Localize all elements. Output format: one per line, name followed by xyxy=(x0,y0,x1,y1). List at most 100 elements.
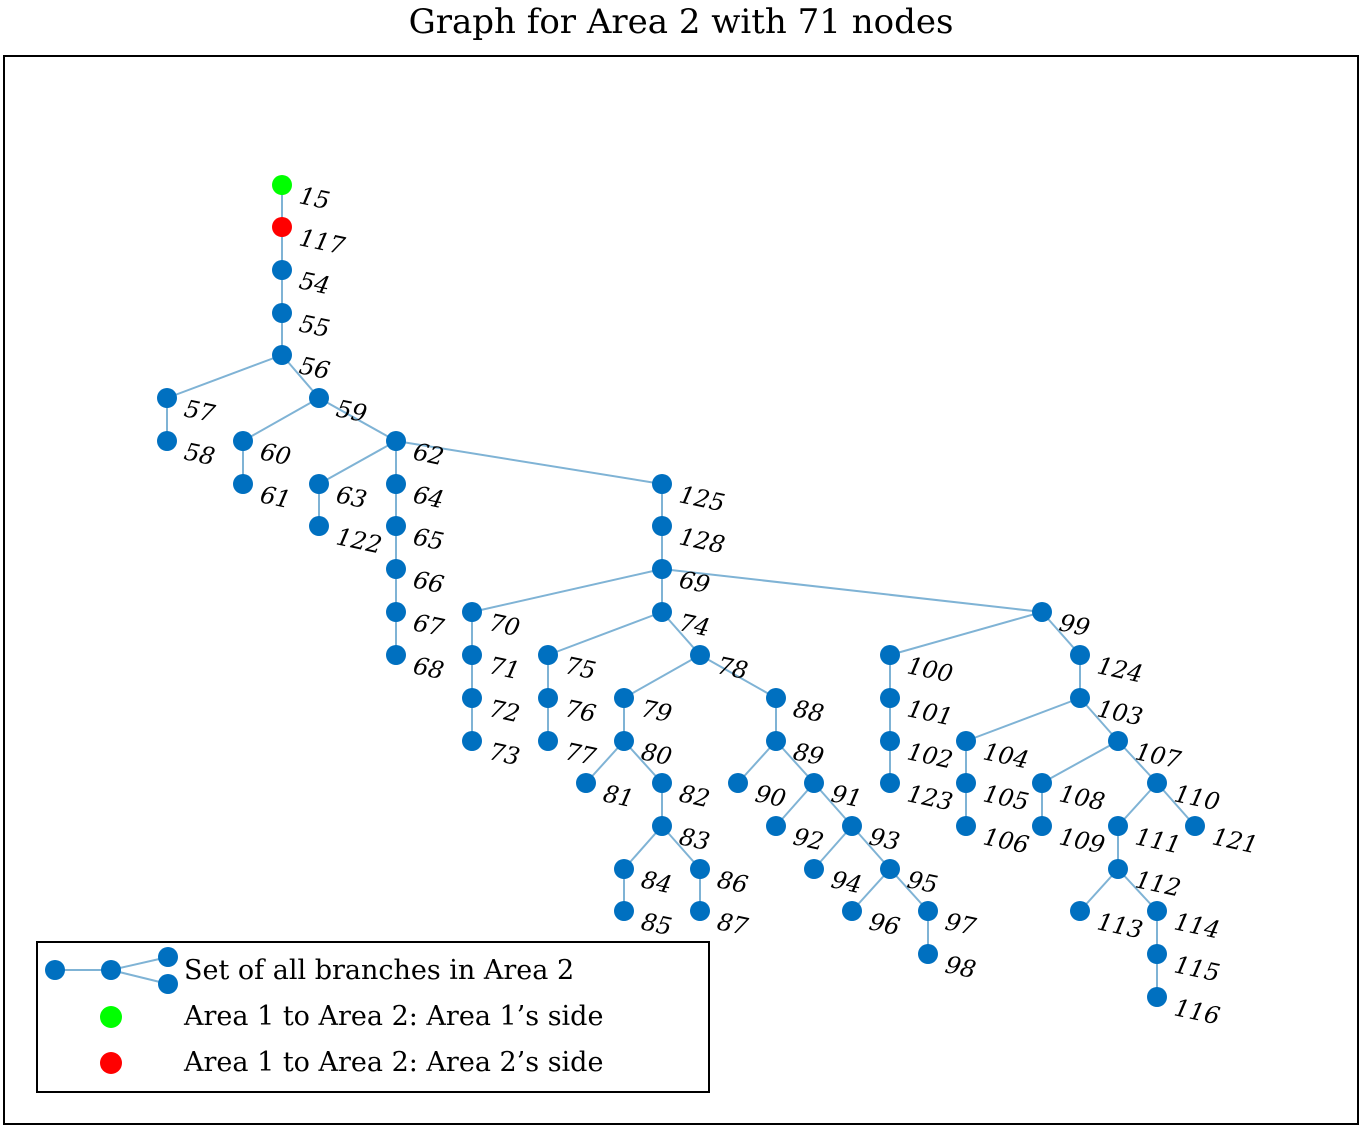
node-115 xyxy=(1147,944,1167,964)
node-label-57: 57 xyxy=(182,394,218,428)
node-label-97: 97 xyxy=(943,907,979,941)
node-label-92: 92 xyxy=(791,822,827,856)
node-label-82: 82 xyxy=(677,779,713,813)
node-65 xyxy=(386,516,406,536)
node-label-61: 61 xyxy=(258,480,294,514)
node-label-66: 66 xyxy=(411,565,447,599)
node-label-15: 15 xyxy=(297,181,333,215)
node-79 xyxy=(614,688,634,708)
node-74 xyxy=(652,602,672,622)
node-77 xyxy=(538,731,558,751)
node-63 xyxy=(309,474,329,494)
node-116 xyxy=(1147,987,1167,1007)
node-label-95: 95 xyxy=(905,865,941,899)
node-label-107: 107 xyxy=(1133,737,1184,774)
node-label-68: 68 xyxy=(411,651,447,685)
node-label-56: 56 xyxy=(297,351,333,385)
node-71 xyxy=(462,645,482,665)
node-label-86: 86 xyxy=(715,865,751,899)
node-label-125: 125 xyxy=(677,480,728,517)
node-label-72: 72 xyxy=(487,694,523,728)
node-label-75: 75 xyxy=(563,651,599,685)
node-label-111: 111 xyxy=(1133,822,1184,859)
node-72 xyxy=(462,688,482,708)
node-label-84: 84 xyxy=(639,865,675,899)
node-111 xyxy=(1108,816,1128,836)
node-68 xyxy=(386,645,406,665)
node-54 xyxy=(272,260,292,280)
legend-area2-marker xyxy=(100,1052,122,1074)
node-104 xyxy=(956,731,976,751)
legend-box xyxy=(36,941,710,1093)
node-label-100: 100 xyxy=(905,651,956,688)
edge-69-99 xyxy=(661,568,1043,613)
node-97 xyxy=(918,901,938,921)
edge-62-63 xyxy=(318,440,397,485)
node-label-116: 116 xyxy=(1172,993,1223,1030)
node-66 xyxy=(386,559,406,579)
node-117 xyxy=(272,217,292,237)
legend: Set of all branches in Area 2 Area 1 to … xyxy=(36,941,710,1093)
node-label-102: 102 xyxy=(905,737,956,774)
node-58 xyxy=(157,431,177,451)
node-125 xyxy=(652,474,672,494)
node-112 xyxy=(1108,859,1128,879)
node-105 xyxy=(956,773,976,793)
node-label-88: 88 xyxy=(791,694,827,728)
diagram-title: Graph for Area 2 with 71 nodes xyxy=(408,2,954,42)
node-92 xyxy=(766,816,786,836)
node-label-71: 71 xyxy=(487,651,523,685)
node-label-62: 62 xyxy=(411,437,447,471)
node-label-110: 110 xyxy=(1172,779,1223,816)
edge-78-79 xyxy=(623,654,701,699)
node-84 xyxy=(614,859,634,879)
node-107 xyxy=(1108,731,1128,751)
node-label-81: 81 xyxy=(601,779,637,813)
node-label-55: 55 xyxy=(297,309,333,343)
node-113 xyxy=(1070,901,1090,921)
node-label-123: 123 xyxy=(905,779,956,816)
node-106 xyxy=(956,816,976,836)
node-label-73: 73 xyxy=(487,737,523,771)
edge-78-88 xyxy=(699,654,777,699)
node-label-103: 103 xyxy=(1095,694,1146,731)
edge-69-70 xyxy=(471,568,663,613)
node-121 xyxy=(1185,816,1205,836)
node-93 xyxy=(842,816,862,836)
node-90 xyxy=(728,773,748,793)
node-label-80: 80 xyxy=(639,737,675,771)
node-99 xyxy=(1032,602,1052,622)
node-label-78: 78 xyxy=(715,651,751,685)
node-87 xyxy=(690,901,710,921)
node-67 xyxy=(386,602,406,622)
edge-62-125 xyxy=(395,440,663,485)
node-96 xyxy=(842,901,862,921)
node-label-76: 76 xyxy=(563,694,599,728)
node-55 xyxy=(272,303,292,323)
node-59 xyxy=(309,388,329,408)
node-label-96: 96 xyxy=(867,907,903,941)
node-label-85: 85 xyxy=(639,907,675,941)
node-128 xyxy=(652,516,672,536)
node-123 xyxy=(880,773,900,793)
node-15 xyxy=(272,175,292,195)
node-82 xyxy=(652,773,672,793)
edge-99-100 xyxy=(889,611,1043,656)
node-label-113: 113 xyxy=(1095,907,1146,944)
node-label-104: 104 xyxy=(981,737,1032,774)
node-label-106: 106 xyxy=(981,822,1032,859)
node-label-122: 122 xyxy=(334,522,385,559)
node-108 xyxy=(1032,773,1052,793)
edge-56-57 xyxy=(166,354,283,399)
node-101 xyxy=(880,688,900,708)
node-label-70: 70 xyxy=(487,608,523,642)
node-110 xyxy=(1147,773,1167,793)
node-69 xyxy=(652,559,672,579)
node-label-117: 117 xyxy=(297,223,348,260)
node-61 xyxy=(233,474,253,494)
edge-103-104 xyxy=(965,697,1081,742)
node-label-83: 83 xyxy=(677,822,713,856)
node-109 xyxy=(1032,816,1052,836)
node-88 xyxy=(766,688,786,708)
